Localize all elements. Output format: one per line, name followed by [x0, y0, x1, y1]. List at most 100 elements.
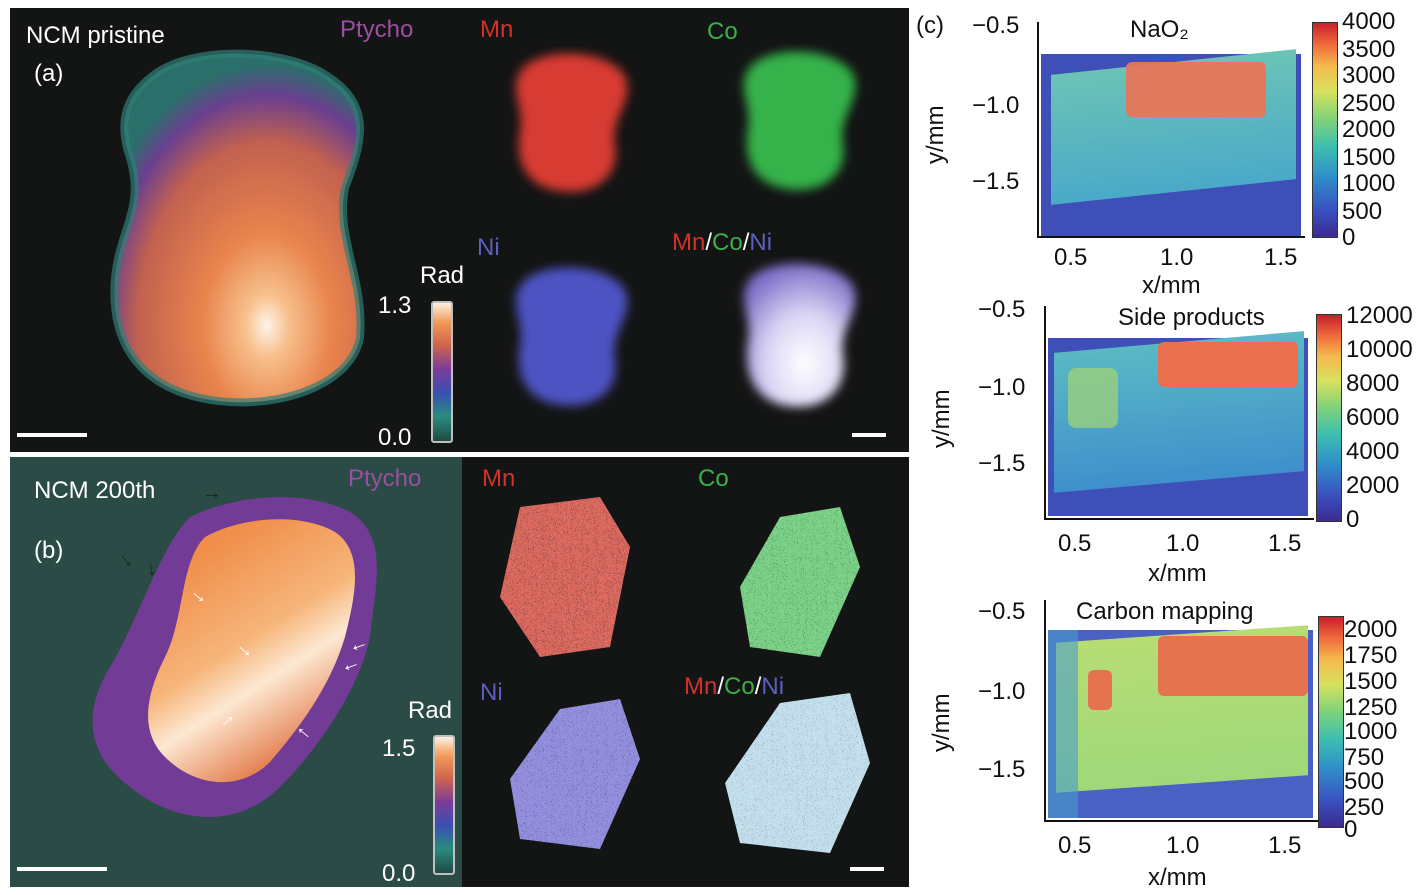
y-tick: −0.5: [978, 296, 1026, 323]
heatmap-side-products: [1048, 331, 1308, 516]
colorbar-tick: 12000: [1346, 302, 1413, 329]
colorbar-max-a: 1.3: [378, 292, 412, 319]
colorbar-tick: 10000: [1346, 336, 1413, 363]
panel-b-ncm-200th: NCM 200th (b) → → → → → → → → → Ptycho M…: [10, 457, 909, 887]
y-axis-label: y/mm: [928, 693, 955, 752]
colorbar-tick: 750: [1344, 744, 1385, 771]
y-axis-label: y/mm: [922, 105, 949, 164]
x-axis-label: x/mm: [1142, 272, 1201, 299]
co-map-200th: [740, 507, 860, 657]
scale-bar-a-right: [852, 433, 886, 437]
panel-a-label: (a): [34, 60, 64, 87]
panel-a-ncm-pristine: NCM pristine (a) Ptycho Mn Co Ni Mn/Co/N…: [10, 8, 909, 452]
colorbar-tick: 6000: [1346, 404, 1400, 431]
heatmap-carbon-mapping: [1048, 625, 1313, 818]
ni-label-a: Ni: [477, 234, 500, 261]
x-tick: 1.5: [1268, 530, 1302, 557]
panel-b-label: (b): [34, 537, 64, 564]
ptycho-label-a: Ptycho: [340, 16, 414, 43]
y-tick: −0.5: [972, 12, 1020, 39]
x-axis: [1044, 820, 1318, 822]
x-tick: 0.5: [1054, 244, 1088, 271]
x-axis: [1037, 236, 1305, 238]
scale-bar-b-right: [850, 867, 884, 871]
x-tick: 1.5: [1268, 832, 1302, 859]
dark-arrow-3: →: [141, 557, 167, 581]
x-axis: [1044, 518, 1314, 520]
colorbar-tick: 1000: [1344, 718, 1398, 745]
scale-bar-b-left: [17, 867, 107, 871]
colorbar-tick: 3000: [1342, 62, 1396, 89]
colorbar-label-a: Rad: [420, 262, 465, 289]
colorbar-tick: 1500: [1342, 144, 1396, 171]
panel-a-title: NCM pristine: [26, 22, 165, 49]
panel-c-label: (c): [916, 12, 944, 39]
colorbar-tick: 0: [1346, 506, 1360, 533]
y-tick: −1.0: [978, 374, 1026, 401]
colorbar-tick: 3500: [1342, 36, 1396, 63]
mn-co-ni-label-b: Mn/Co/Ni: [684, 673, 785, 700]
y-tick: −1.0: [978, 678, 1026, 705]
mn-co-ni-map-pristine: [743, 263, 856, 407]
ni-label-b: Ni: [480, 679, 503, 706]
y-tick: −0.5: [978, 598, 1026, 625]
colorbar-tick: 2000: [1346, 472, 1400, 499]
colorbar-max-b: 1.5: [382, 735, 416, 762]
colorbar-tick: 1750: [1344, 642, 1398, 669]
ni-map-pristine: [515, 267, 628, 406]
x-tick: 1.0: [1166, 530, 1200, 557]
scale-bar-a-left: [17, 433, 87, 437]
colorbar-tick: 1000: [1342, 170, 1396, 197]
colorbar-tick: 500: [1342, 198, 1383, 225]
colorbar-nao2: [1312, 22, 1338, 238]
colorbar-carbon-mapping: [1318, 616, 1344, 828]
y-tick: −1.5: [972, 168, 1020, 195]
ptycho-label-b: Ptycho: [348, 465, 422, 492]
colorbar-label-b: Rad: [408, 697, 453, 724]
colorbar-b: [433, 735, 455, 875]
plot-title: NaO₂: [1130, 16, 1189, 43]
x-axis-label: x/mm: [1148, 560, 1207, 587]
panel-b-title: NCM 200th: [34, 477, 156, 504]
colorbar-tick: 2000: [1344, 616, 1398, 643]
ptycho-image-pristine: [110, 49, 365, 407]
colorbar-tick: 1500: [1344, 668, 1398, 695]
mn-label-b: Mn: [482, 465, 516, 492]
colorbar-tick: 0: [1344, 816, 1358, 843]
x-tick: 1.5: [1264, 244, 1298, 271]
y-axis: [1044, 306, 1046, 520]
colorbar-min-a: 0.0: [378, 424, 412, 451]
y-tick: −1.5: [978, 450, 1026, 477]
mn-label-a: Mn: [480, 16, 514, 43]
colorbar-min-b: 0.0: [382, 860, 416, 887]
colorbar-tick: 4000: [1342, 8, 1396, 35]
co-label-b: Co: [698, 465, 729, 492]
y-axis-label: y/mm: [928, 389, 955, 448]
colorbar-tick: 250: [1344, 794, 1385, 821]
colorbar-a: [431, 301, 453, 443]
colorbar-tick: 500: [1344, 768, 1385, 795]
mn-map-pristine: [515, 53, 628, 192]
x-axis-label: x/mm: [1148, 864, 1207, 891]
mn-co-ni-label-a: Mn/Co/Ni: [672, 229, 773, 256]
co-map-pristine: [743, 51, 856, 190]
co-label-a: Co: [707, 18, 738, 45]
colorbar-side-products: [1316, 314, 1342, 522]
x-tick: 0.5: [1058, 530, 1092, 557]
y-axis: [1037, 22, 1039, 238]
x-tick: 1.0: [1160, 244, 1194, 271]
colorbar-tick: 8000: [1346, 370, 1400, 397]
colorbar-tick: 2000: [1342, 116, 1396, 143]
plot-title: Side products: [1118, 304, 1265, 331]
mn-co-ni-map-200th: [725, 693, 870, 853]
y-axis: [1044, 600, 1046, 822]
colorbar-tick: 4000: [1346, 438, 1400, 465]
ptycho-image-200th: [92, 497, 377, 817]
y-tick: −1.0: [972, 92, 1020, 119]
x-tick: 1.0: [1166, 832, 1200, 859]
ni-map-200th: [510, 699, 640, 849]
heatmap-nao2: [1041, 49, 1301, 236]
dark-arrow-1: →: [202, 482, 222, 504]
plot-title: Carbon mapping: [1076, 598, 1254, 625]
colorbar-tick: 1250: [1344, 694, 1398, 721]
